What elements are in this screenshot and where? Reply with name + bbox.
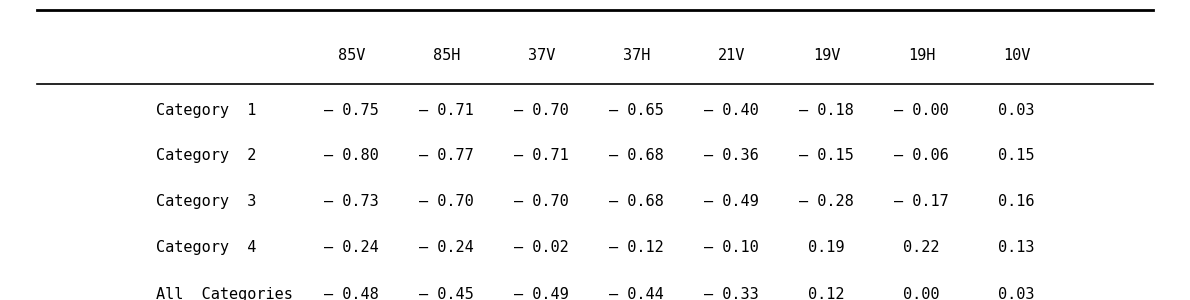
Text: All  Categories: All Categories (156, 287, 293, 300)
Text: – 0.28: – 0.28 (800, 194, 854, 209)
Text: – 0.44: – 0.44 (609, 287, 664, 300)
Text: – 0.70: – 0.70 (514, 103, 569, 118)
Text: – 0.49: – 0.49 (704, 194, 759, 209)
Text: 10V: 10V (1003, 48, 1031, 63)
Text: – 0.45: – 0.45 (419, 287, 474, 300)
Text: 0.13: 0.13 (998, 240, 1035, 255)
Text: Category  2: Category 2 (156, 148, 256, 163)
Text: – 0.18: – 0.18 (800, 103, 854, 118)
Text: – 0.15: – 0.15 (800, 148, 854, 163)
Text: Category  1: Category 1 (156, 103, 256, 118)
Text: – 0.33: – 0.33 (704, 287, 759, 300)
Text: – 0.70: – 0.70 (514, 194, 569, 209)
Text: 21V: 21V (718, 48, 745, 63)
Text: Category  3: Category 3 (156, 194, 256, 209)
Text: – 0.73: – 0.73 (324, 194, 378, 209)
Text: 0.12: 0.12 (808, 287, 845, 300)
Text: – 0.40: – 0.40 (704, 103, 759, 118)
Text: – 0.02: – 0.02 (514, 240, 569, 255)
Text: – 0.70: – 0.70 (419, 194, 474, 209)
Text: – 0.68: – 0.68 (609, 148, 664, 163)
Text: – 0.06: – 0.06 (894, 148, 948, 163)
Text: Category  4: Category 4 (156, 240, 256, 255)
Text: 0.19: 0.19 (808, 240, 845, 255)
Text: – 0.17: – 0.17 (894, 194, 948, 209)
Text: 37H: 37H (622, 48, 650, 63)
Text: 0.16: 0.16 (998, 194, 1035, 209)
Text: – 0.00: – 0.00 (894, 103, 948, 118)
Text: – 0.65: – 0.65 (609, 103, 664, 118)
Text: – 0.36: – 0.36 (704, 148, 759, 163)
Text: 19H: 19H (908, 48, 935, 63)
Text: – 0.71: – 0.71 (419, 103, 474, 118)
Text: – 0.48: – 0.48 (324, 287, 378, 300)
Text: – 0.49: – 0.49 (514, 287, 569, 300)
Text: – 0.75: – 0.75 (324, 103, 378, 118)
Text: – 0.77: – 0.77 (419, 148, 474, 163)
Text: 85H: 85H (433, 48, 461, 63)
Text: – 0.68: – 0.68 (609, 194, 664, 209)
Text: – 0.24: – 0.24 (324, 240, 378, 255)
Text: 0.03: 0.03 (998, 287, 1035, 300)
Text: – 0.71: – 0.71 (514, 148, 569, 163)
Text: 0.15: 0.15 (998, 148, 1035, 163)
Text: – 0.80: – 0.80 (324, 148, 378, 163)
Text: – 0.12: – 0.12 (609, 240, 664, 255)
Text: 0.00: 0.00 (903, 287, 940, 300)
Text: 85V: 85V (338, 48, 365, 63)
Text: 19V: 19V (813, 48, 840, 63)
Text: 37V: 37V (528, 48, 556, 63)
Text: – 0.24: – 0.24 (419, 240, 474, 255)
Text: 0.22: 0.22 (903, 240, 940, 255)
Text: – 0.10: – 0.10 (704, 240, 759, 255)
Text: 0.03: 0.03 (998, 103, 1035, 118)
